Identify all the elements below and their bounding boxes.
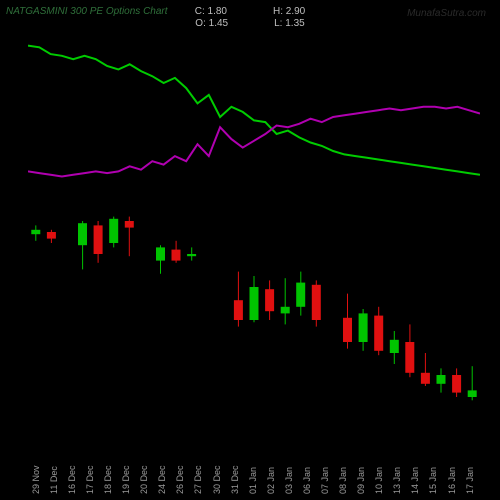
candle-body [94, 225, 103, 254]
candlestick-panel [28, 210, 480, 430]
x-tick-label: 29 Nov [31, 465, 41, 494]
x-tick-label: 31 Dec [230, 465, 240, 494]
candle-body [281, 307, 290, 314]
x-tick-label: 27 Dec [193, 465, 203, 494]
x-tick-label: 06 Jan [302, 467, 312, 494]
candle-body [172, 250, 181, 261]
candle-body [265, 289, 274, 311]
x-tick-label: 18 Dec [103, 465, 113, 494]
x-tick-label: 03 Jan [284, 467, 294, 494]
candle-body [234, 300, 243, 320]
x-tick-label: 09 Jan [356, 467, 366, 494]
candle-body [312, 285, 321, 320]
ohlc-high: H: 2.90 [273, 6, 305, 18]
x-tick-label: 11 Dec [49, 466, 59, 494]
x-tick-label: 20 Dec [139, 465, 149, 494]
candle-body [452, 375, 461, 393]
ohlc-readout: C: 1.80 H: 2.90 O: 1.45 L: 1.35 [0, 6, 500, 30]
x-tick-label: 16 Jan [447, 467, 457, 494]
candlestick-svg [28, 210, 480, 430]
ohlc-close: C: 1.80 [195, 6, 227, 18]
candle-body [125, 221, 134, 228]
x-tick-label: 19 Dec [121, 465, 131, 494]
candle-body [296, 283, 305, 307]
x-tick-label: 07 Jan [320, 467, 330, 494]
candle-body [250, 287, 259, 320]
x-tick-label: 26 Dec [175, 465, 185, 494]
candle-body [374, 316, 383, 351]
x-tick-label: 02 Jan [266, 467, 276, 494]
x-tick-label: 17 Dec [85, 465, 95, 494]
x-tick-label: 24 Dec [157, 465, 167, 494]
x-tick-label: 16 Dec [67, 465, 77, 494]
x-axis: 29 Nov 11 Dec 16 Dec 17 Dec 18 Dec 19 Dec 20 D… [28, 436, 480, 494]
candle-body [156, 247, 165, 260]
x-tick-label: 08 Jan [338, 467, 348, 494]
candle-body [405, 342, 414, 373]
ohlc-low: L: 1.35 [274, 18, 305, 30]
candle-body [31, 230, 40, 234]
candle-body [187, 254, 196, 256]
ohlc-open: O: 1.45 [195, 18, 228, 30]
candle-body [359, 313, 368, 342]
x-tick-label: 30 Dec [212, 465, 222, 494]
x-tick-label: 17 Jan [465, 467, 475, 494]
green-line [28, 46, 480, 175]
x-tick-label: 15 Jan [428, 467, 438, 494]
candle-body [390, 340, 399, 353]
x-tick-label: 13 Jan [392, 467, 402, 494]
candle-body [47, 232, 56, 239]
x-tick-label: 01 Jan [248, 467, 258, 494]
candle-body [468, 390, 477, 397]
magenta-line [28, 107, 480, 177]
chart-root: { "title": "NATGASMINI 300 PE Options Ch… [0, 0, 500, 500]
candle-body [78, 223, 87, 245]
indicator-panel [28, 32, 480, 202]
candle-body [437, 375, 446, 384]
candle-body [109, 219, 118, 243]
x-tick-label: 10 Jan [374, 467, 384, 494]
x-tick-label: 14 Jan [410, 467, 420, 494]
candle-body [421, 373, 430, 384]
candle-body [343, 318, 352, 342]
indicator-lines-svg [28, 32, 480, 202]
